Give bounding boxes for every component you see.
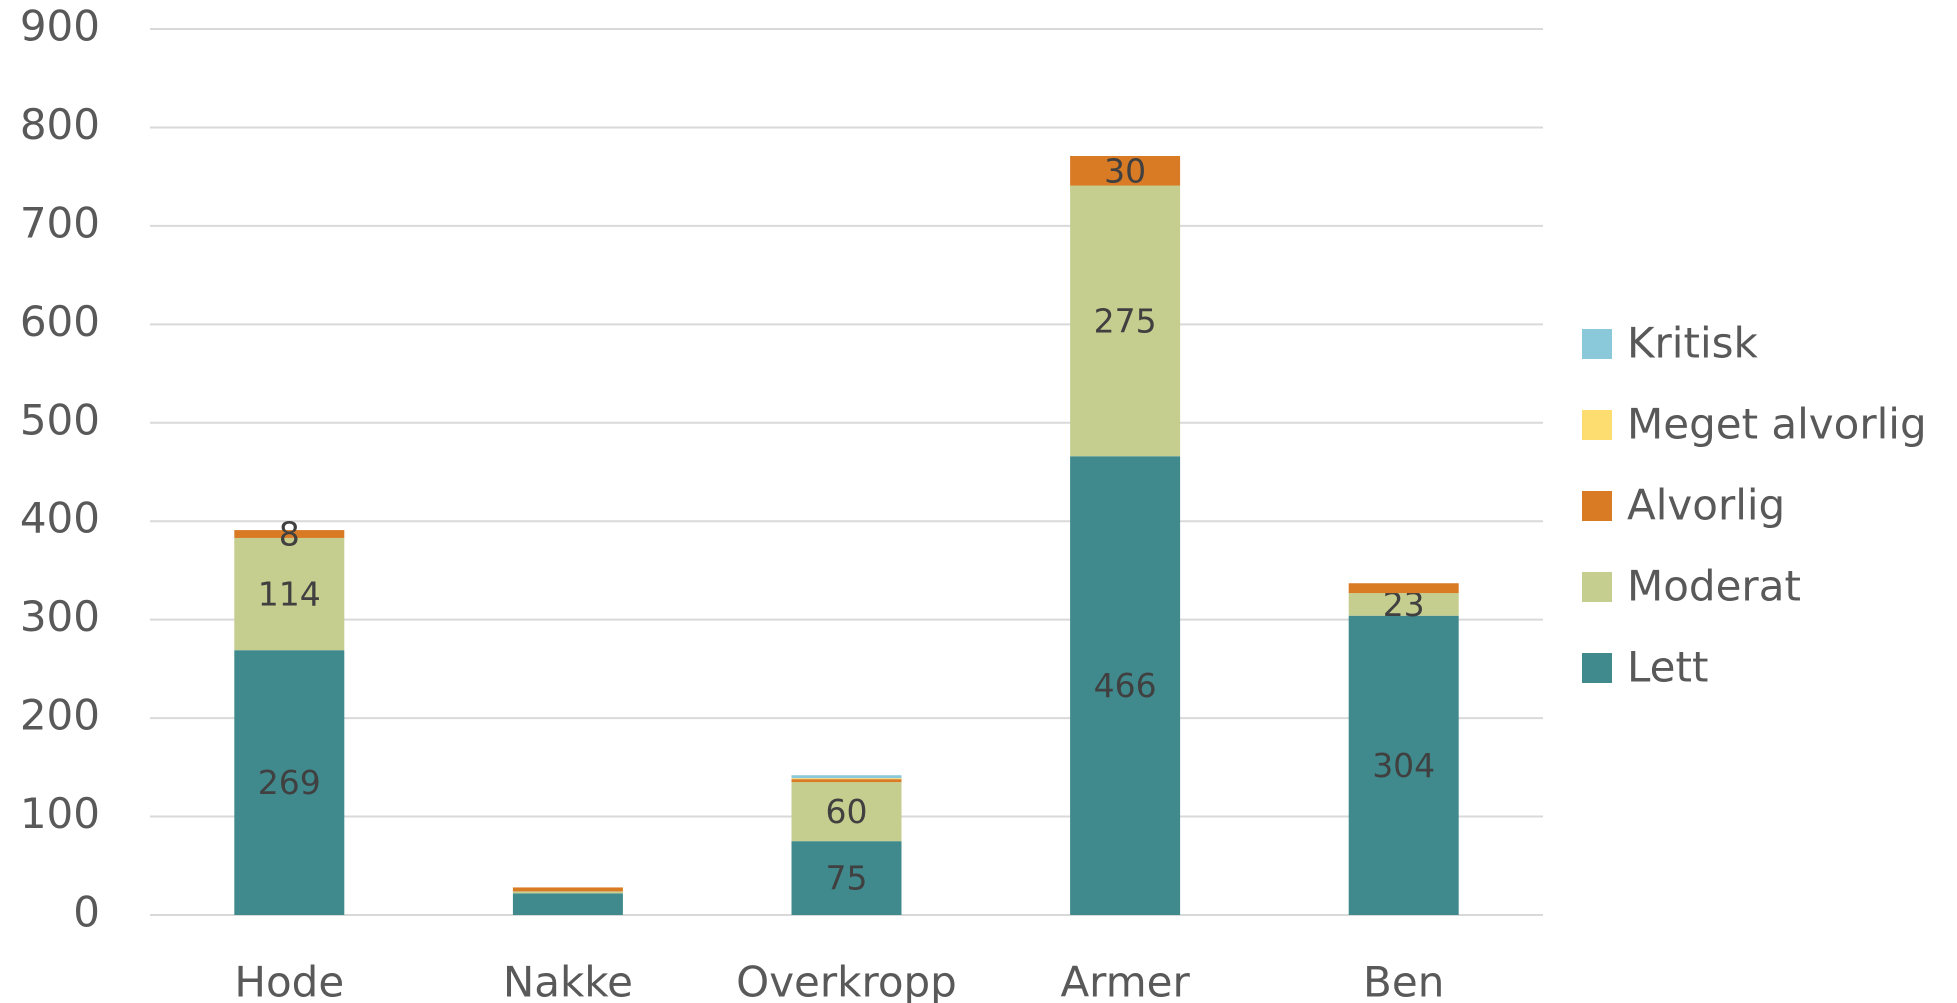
x-tick-label: Overkropp	[736, 958, 957, 1003]
bar-segment	[791, 841, 902, 915]
bar-segment	[1070, 185, 1181, 457]
y-tick-label: 500	[20, 395, 100, 444]
bar-segment	[512, 891, 623, 894]
bar-segment	[791, 782, 902, 842]
legend-swatch	[1582, 329, 1612, 359]
legend-label: Moderat	[1627, 562, 1801, 611]
x-tick-label: Ben	[1363, 958, 1444, 1003]
data-label: 8	[279, 515, 300, 554]
y-tick-label: 100	[20, 789, 100, 838]
y-tick-label: 700	[20, 198, 100, 247]
data-label: 304	[1372, 746, 1435, 785]
bar-segment	[1348, 593, 1459, 616]
x-tick-label: Nakke	[503, 958, 633, 1003]
bar-segment	[1070, 456, 1181, 915]
x-tick-label: Armer	[1060, 958, 1190, 1003]
data-label: 466	[1094, 666, 1157, 705]
legend-swatch	[1582, 572, 1612, 602]
bar-segment	[791, 779, 902, 783]
legend-label: Kritisk	[1627, 319, 1758, 368]
y-tick-label: 200	[20, 691, 100, 740]
y-tick-label: 800	[20, 100, 100, 149]
bar-segment	[1070, 155, 1181, 186]
bar-segment	[1348, 615, 1459, 915]
data-label: 269	[258, 763, 321, 802]
legend-swatch	[1582, 410, 1612, 440]
y-tick-label: 300	[20, 592, 100, 641]
legend-label: Meget alvorlig	[1627, 400, 1927, 449]
bar-segment	[234, 537, 345, 651]
y-tick-label: 400	[20, 494, 100, 543]
bar-segment	[512, 893, 623, 915]
data-label: 60	[826, 792, 868, 831]
bar-segment	[791, 778, 902, 780]
y-tick-label: 900	[20, 2, 100, 51]
data-label: 30	[1104, 151, 1146, 190]
data-label: 275	[1094, 301, 1157, 340]
bar-segment	[234, 530, 345, 538]
bar-segment	[791, 775, 902, 779]
bar-segment	[512, 887, 623, 892]
legend-swatch	[1582, 653, 1612, 683]
bar-segment	[1348, 583, 1459, 594]
legend-label: Alvorlig	[1627, 481, 1785, 530]
data-label: 114	[258, 575, 321, 614]
data-label: 75	[826, 859, 868, 898]
legend-swatch	[1582, 491, 1612, 521]
x-tick-label: Hode	[234, 958, 344, 1003]
y-tick-label: 600	[20, 297, 100, 346]
legend-label: Lett	[1627, 643, 1708, 692]
bar-segment	[234, 650, 345, 915]
y-tick-label: 0	[73, 888, 100, 937]
